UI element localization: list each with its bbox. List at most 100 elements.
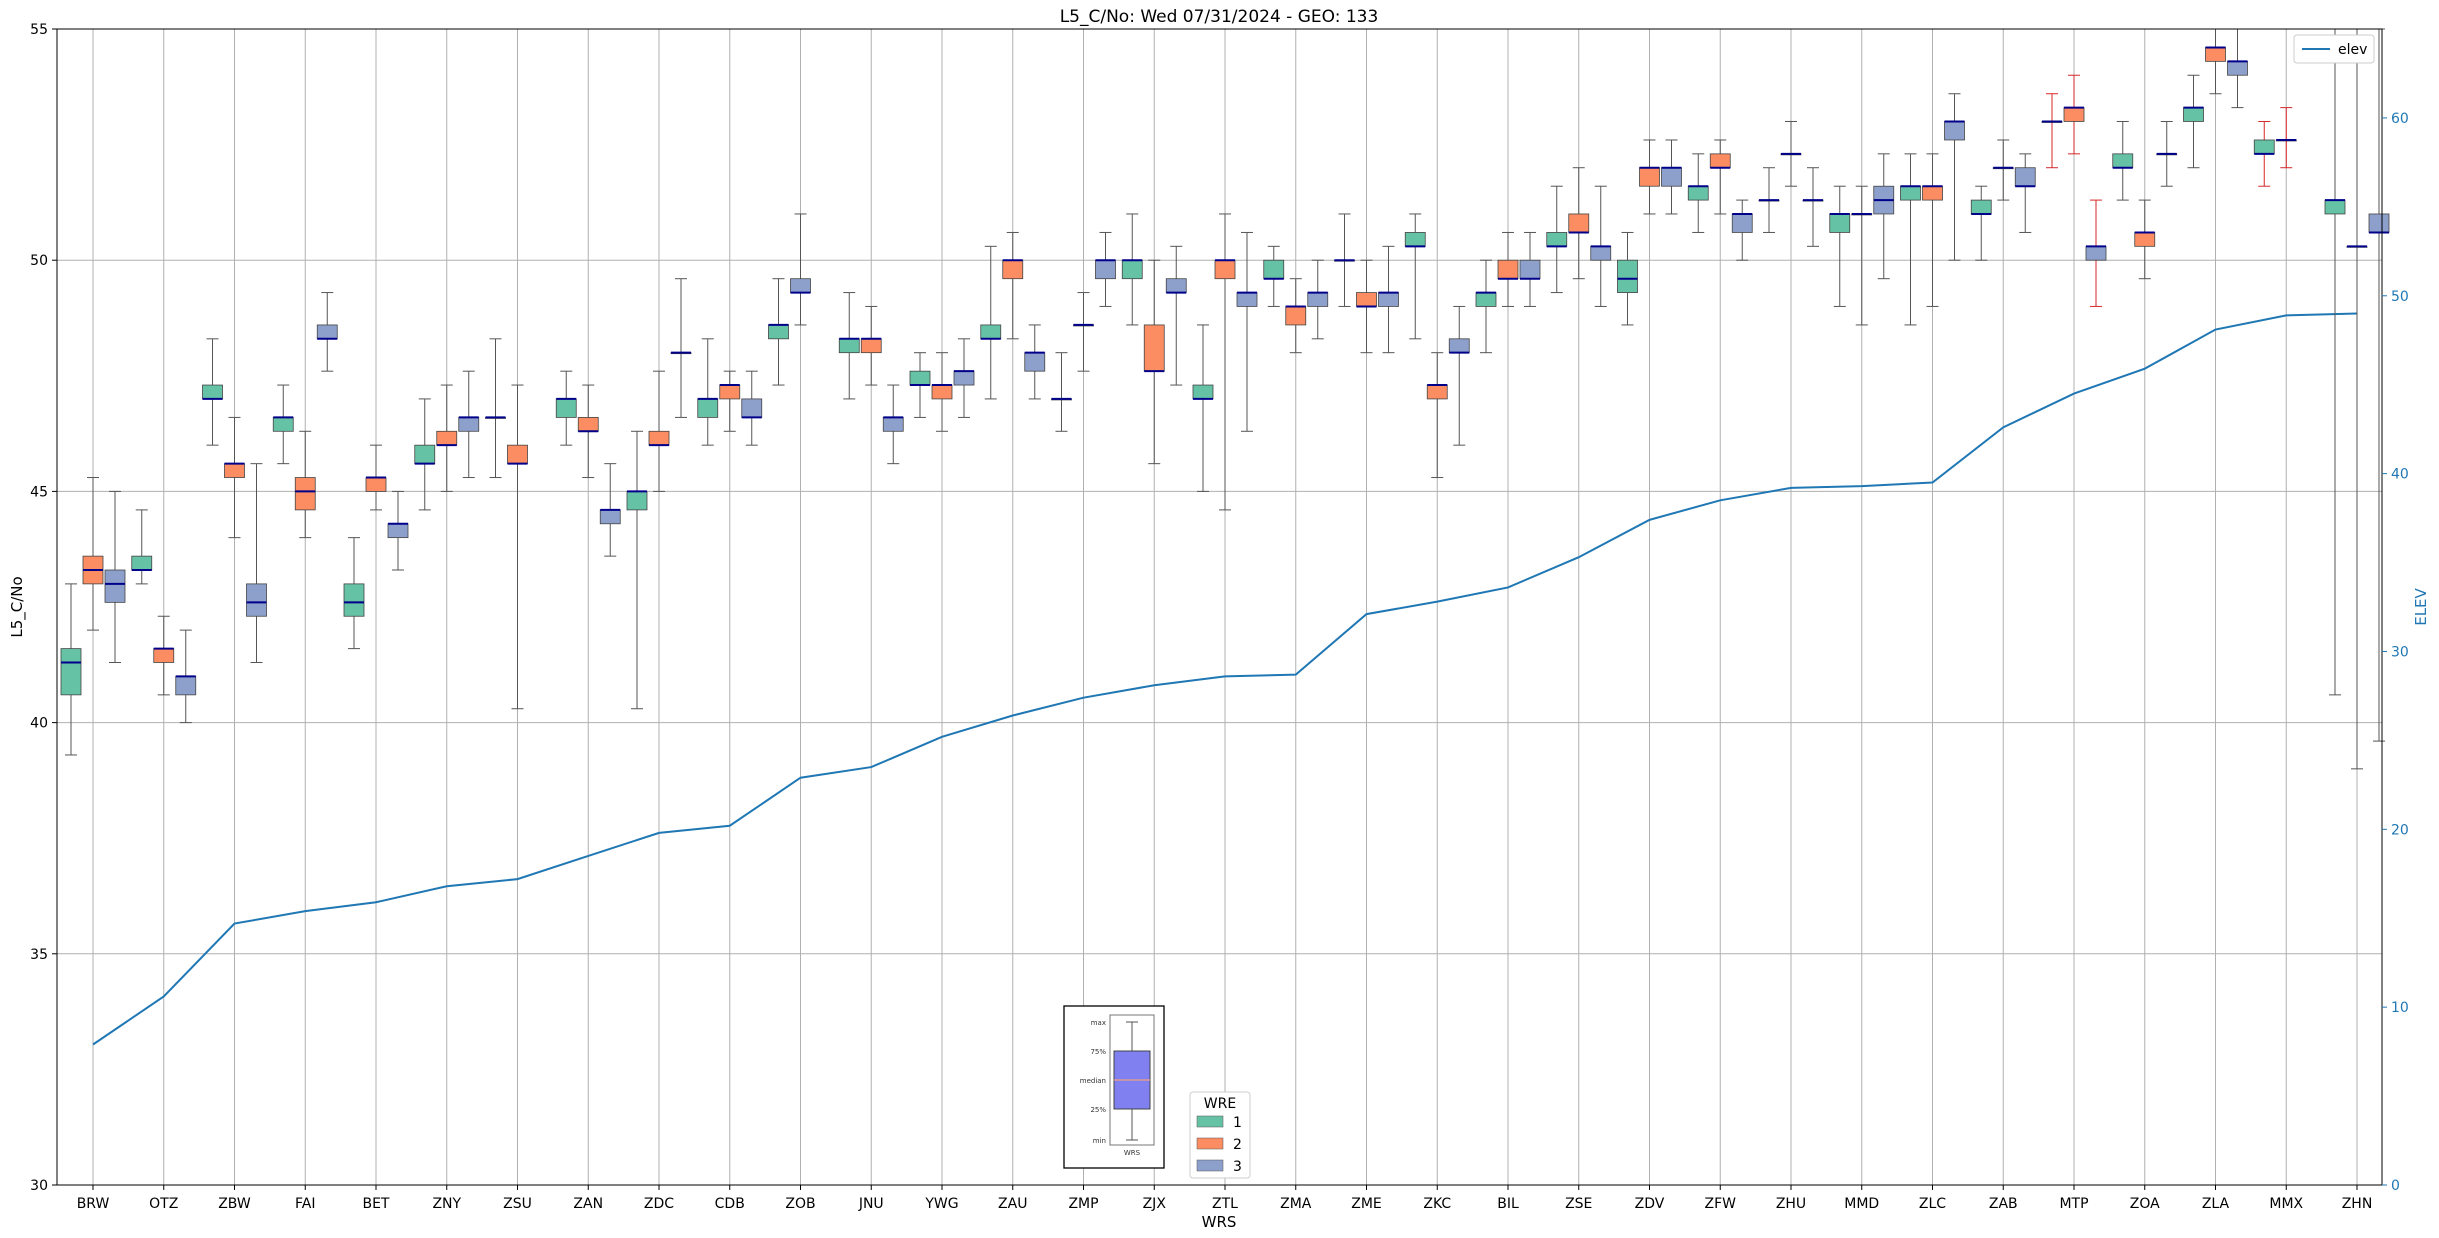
box-fai-wre3	[316, 292, 338, 372]
box-body	[1002, 259, 1024, 280]
box-body	[953, 370, 975, 386]
right-tick-label: 20	[2391, 822, 2409, 838]
box-zbw-wre3	[246, 463, 267, 663]
box-body	[387, 523, 409, 539]
right-tick-label: 40	[2391, 467, 2409, 483]
box-brw-wre3	[104, 490, 126, 663]
box-body	[2014, 167, 2036, 187]
box-body	[365, 477, 387, 492]
box-zkc-wre2	[1426, 352, 1448, 479]
box-body	[1639, 167, 1660, 187]
elev-legend: elev	[2293, 34, 2375, 64]
x-tick-label: ZFW	[1705, 1196, 1737, 1212]
box-body	[104, 569, 126, 603]
box-mtp-wre2	[2063, 74, 2085, 155]
box-body	[2112, 153, 2134, 169]
box-zob-wre1	[768, 278, 789, 386]
box-zab-wre3	[1992, 139, 2014, 201]
elev-line	[92, 312, 2358, 1046]
box-body	[1404, 232, 1426, 247]
box-zdc-wre3	[670, 278, 692, 418]
box-plot-layer	[60, 28, 2390, 770]
box-zma-wre1	[1263, 245, 1285, 307]
box-body	[1900, 185, 1921, 201]
box-bil-wre2	[1497, 231, 1519, 307]
y-tick-label: 30	[30, 1178, 48, 1194]
box-zjx-wre3	[1165, 245, 1187, 386]
x-tick-label: YWG	[924, 1196, 958, 1212]
wre-legend-frame	[1189, 1091, 1251, 1179]
right-tick-label: 10	[2391, 1000, 2409, 1016]
box-zoa-wre2	[2134, 199, 2156, 280]
wre-legend: WRE 1 2 3	[1189, 1091, 1251, 1179]
box-zdv-wre2	[1639, 139, 1660, 215]
box-body	[1263, 259, 1285, 280]
box-zau-wre2	[1002, 231, 1024, 340]
box-jnu-wre2	[860, 305, 882, 386]
box-body	[882, 417, 904, 432]
box-body	[1236, 292, 1258, 307]
inset-key-label-median: median	[1080, 1077, 1106, 1085]
box-body	[909, 370, 931, 386]
box-body	[1829, 213, 1851, 233]
box-ztl-wre1	[1192, 324, 1214, 492]
box-jnu-wre3	[882, 384, 904, 465]
box-otz-wre2	[153, 615, 175, 696]
box-body	[1970, 199, 1992, 215]
box-zhu-wre3	[1802, 167, 1824, 247]
box-zjx-wre1	[1121, 213, 1143, 326]
box-body	[931, 384, 953, 400]
box-body	[1497, 259, 1519, 280]
box-zmp-wre3	[1095, 231, 1116, 307]
box-body	[175, 675, 197, 696]
box-zsu-wre2	[507, 384, 528, 710]
box-zfw-wre3	[1731, 199, 1753, 261]
right-tick-label: 0	[2391, 1178, 2400, 1194]
box-body	[1687, 185, 1709, 201]
box-ztl-wre3	[1236, 231, 1258, 432]
wre-legend-swatch-3	[1196, 1159, 1224, 1172]
box-body	[1546, 232, 1568, 247]
box-body	[1661, 167, 1682, 187]
box-zsu-wre3	[485, 338, 506, 479]
box-ztl-wre2	[1214, 213, 1236, 511]
box-zhu-wre3	[1780, 120, 1802, 187]
box-body	[626, 490, 648, 511]
box-body	[1944, 121, 1965, 141]
box-zjx-wre2	[1143, 259, 1165, 465]
box-cdb-wre2	[719, 370, 741, 432]
box-mmd-wre3	[1851, 185, 1873, 326]
wre-legend-swatch-2	[1196, 1137, 1224, 1150]
box-zhu-wre3	[1758, 167, 1780, 233]
box-zhn-wre3	[2368, 28, 2390, 742]
box-body	[599, 509, 621, 525]
box-zau-wre3	[1024, 324, 1046, 400]
y-tick-label: 55	[30, 22, 48, 38]
x-axis-title: WRS	[1202, 1213, 1237, 1231]
box-bet-wre1	[343, 537, 365, 650]
box-zdv-wre3	[1661, 139, 1682, 215]
box-zme-wre2	[1356, 259, 1377, 354]
box-zdc-wre1	[626, 430, 648, 710]
box-zoa-wre3	[2156, 120, 2178, 187]
box-body	[436, 430, 458, 446]
x-tick-label: MMD	[1844, 1196, 1879, 1212]
box-body	[343, 583, 365, 617]
box-body	[790, 278, 811, 293]
box-body	[1165, 278, 1187, 293]
box-bil-wre1	[1475, 259, 1497, 354]
x-tick-label: ZOA	[2130, 1196, 2160, 1212]
x-tick-label: FAI	[295, 1196, 315, 1212]
box-zlc-wre1	[1900, 153, 1921, 326]
elev-legend-frame	[2293, 34, 2375, 64]
right-tick-label: 50	[2391, 289, 2409, 305]
box-zse-wre3	[1590, 185, 1612, 307]
box-body	[1731, 213, 1753, 233]
wre-legend-title: WRE	[1204, 1096, 1236, 1112]
x-tick-label: ZLA	[2202, 1196, 2230, 1212]
x-tick-label: ZLC	[1919, 1196, 1946, 1212]
x-tick-label: ZMP	[1068, 1196, 1098, 1212]
x-tick-label: ZHU	[1776, 1196, 1806, 1212]
box-zkc-wre3	[1448, 305, 1470, 446]
box-zau-wre1	[980, 245, 1002, 400]
